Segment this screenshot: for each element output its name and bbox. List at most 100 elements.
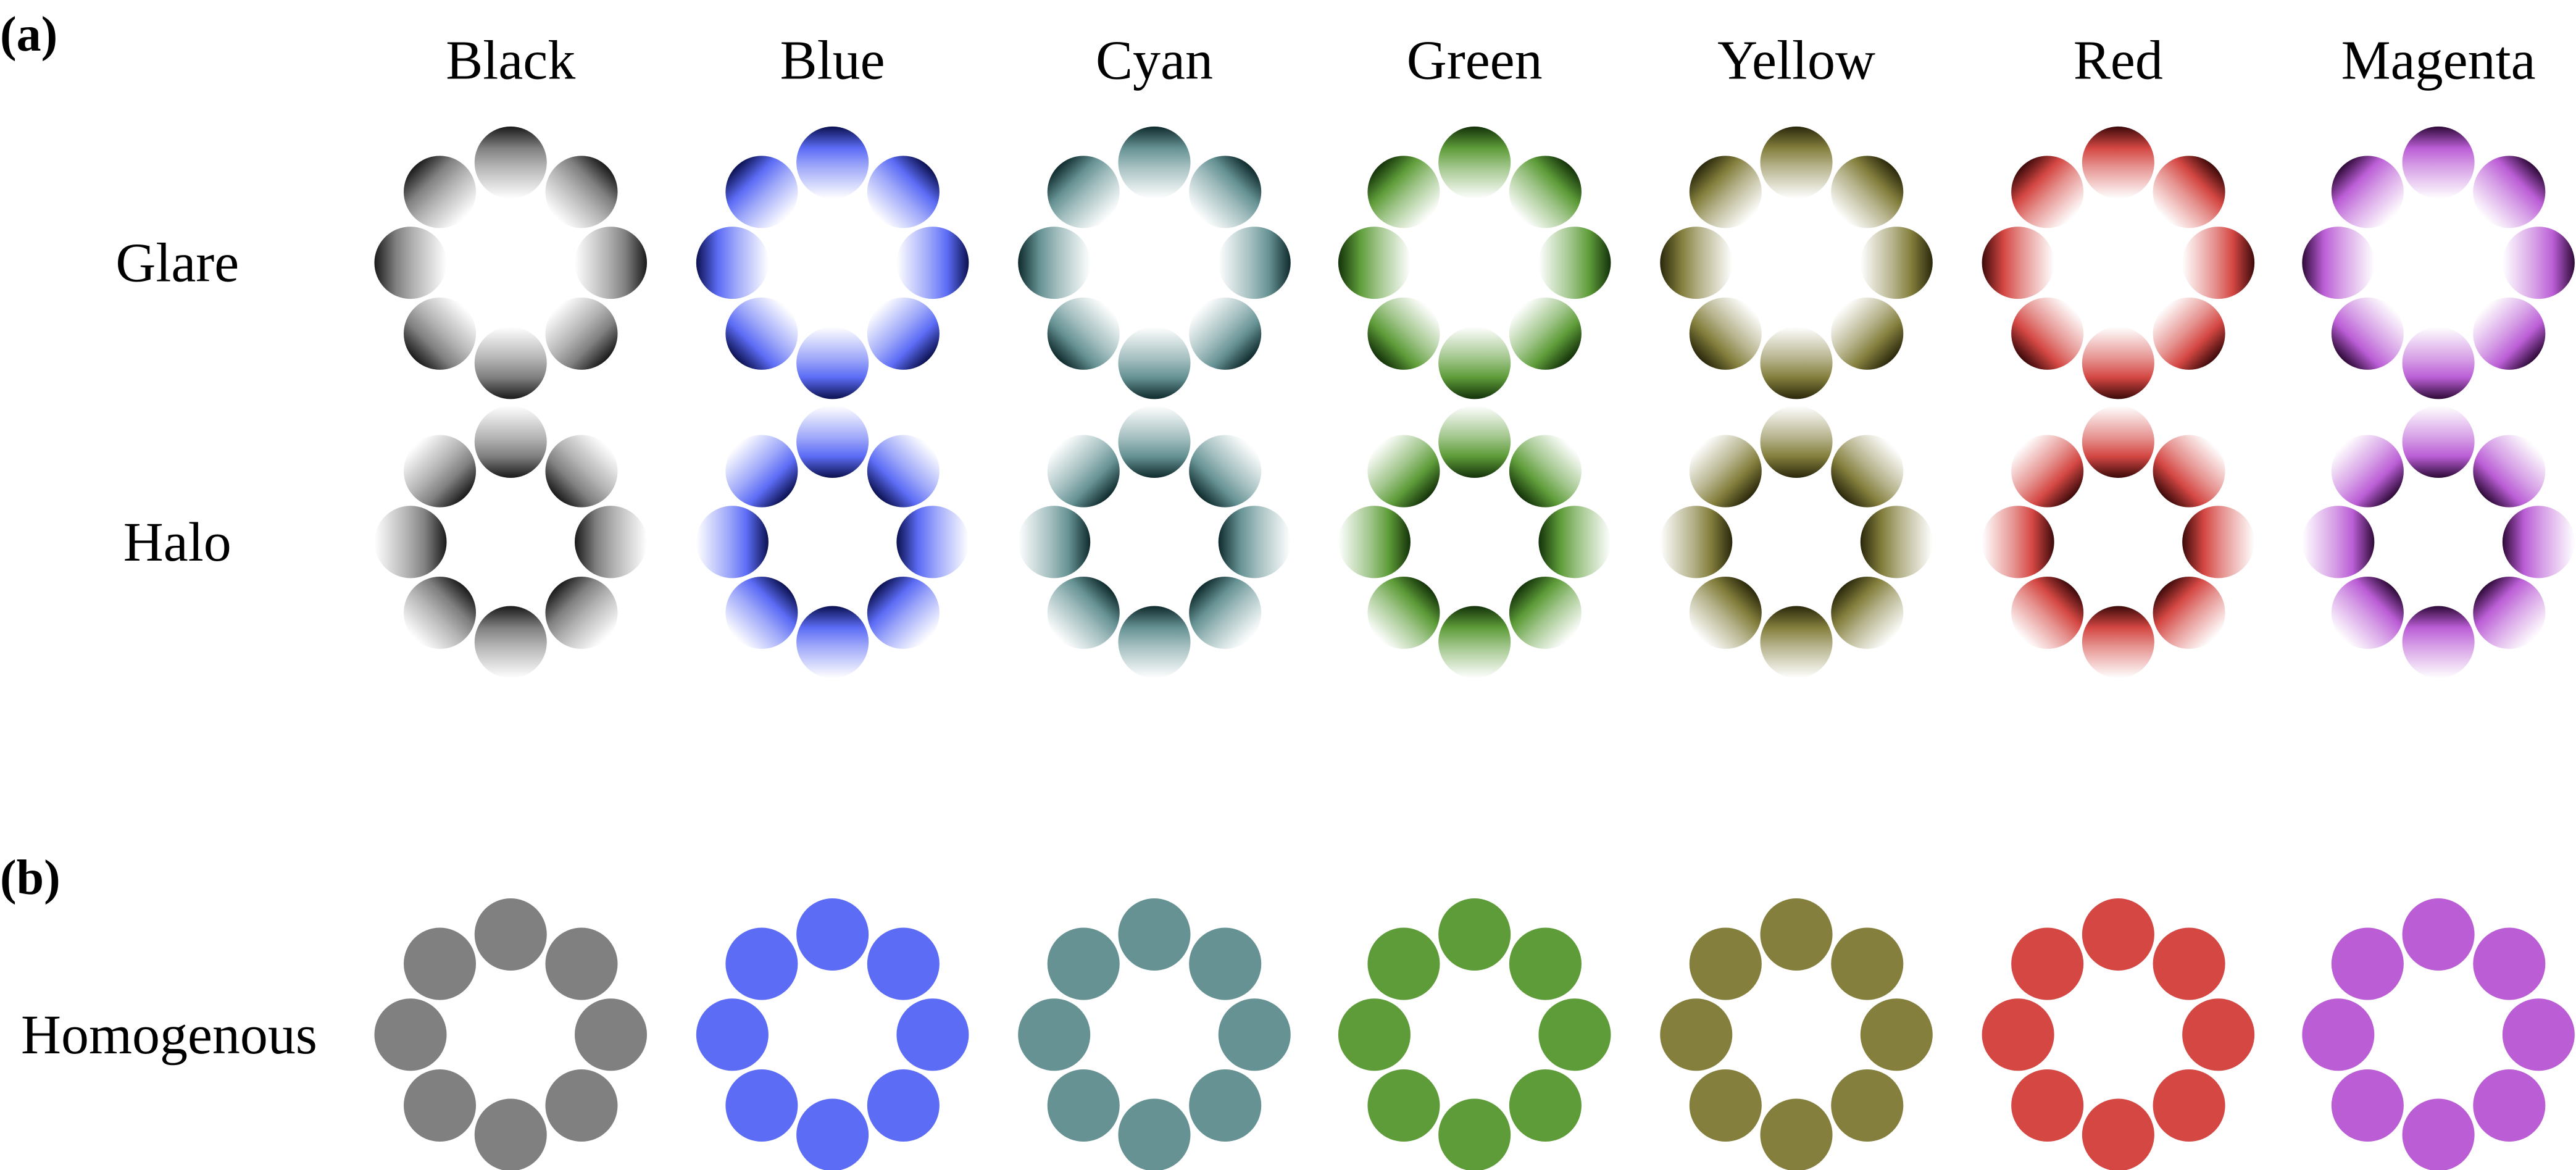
disc [1982, 506, 2054, 578]
row-label-glare: Glare [115, 233, 239, 294]
disc [475, 606, 547, 679]
column-label-green: Green [1407, 30, 1543, 91]
disc [867, 1069, 940, 1142]
disc [725, 928, 798, 1000]
disc [1761, 898, 1833, 971]
disc [1048, 1069, 1120, 1142]
disc [2011, 577, 2083, 649]
color-column-labels: Black Blue Cyan Green Yellow Red Magenta [446, 30, 2535, 91]
disc [404, 156, 476, 228]
disc [2302, 506, 2374, 578]
stimulus-glare-red [1982, 127, 2255, 399]
disc [1118, 898, 1190, 971]
disc [1761, 406, 1833, 478]
disc [1438, 606, 1511, 679]
disc [404, 577, 476, 649]
disc [1538, 998, 1611, 1071]
stimulus-halo-yellow [1660, 406, 1933, 679]
disc [374, 227, 446, 299]
disc [1189, 577, 1261, 649]
disc [1761, 327, 1833, 399]
disc [1048, 435, 1120, 508]
disc [1219, 998, 1291, 1071]
disc [1219, 506, 1291, 578]
disc [575, 998, 647, 1071]
disc [1048, 156, 1120, 228]
disc [1367, 156, 1440, 228]
disc [545, 156, 617, 228]
disc [1690, 928, 1762, 1000]
disc [2011, 298, 2083, 370]
disc [725, 577, 798, 649]
disc [1690, 298, 1762, 370]
disc [696, 506, 769, 578]
disc [796, 898, 869, 971]
disc [404, 1069, 476, 1142]
disc [1509, 298, 1582, 370]
disc [725, 298, 798, 370]
disc [1761, 606, 1833, 679]
disc [2473, 1069, 2545, 1142]
disc [1831, 298, 1903, 370]
stimulus-homogenous-green [1338, 898, 1611, 1170]
stimulus-halo-cyan [1018, 406, 1291, 679]
disc [2403, 606, 2475, 679]
disc [575, 506, 647, 578]
disc [545, 298, 617, 370]
disc [2153, 298, 2225, 370]
disc [1660, 506, 1732, 578]
disc [2153, 156, 2225, 228]
disc [475, 406, 547, 478]
disc [725, 1069, 798, 1142]
stimulus-halo-magenta [2302, 406, 2575, 679]
disc [1660, 227, 1732, 299]
disc [867, 577, 940, 649]
disc [1831, 928, 1903, 1000]
stimulus-halo-black [374, 406, 647, 679]
disc [2473, 156, 2545, 228]
stimulus-homogenous-black [374, 898, 647, 1170]
column-label-black: Black [446, 30, 575, 91]
disc [796, 406, 869, 478]
disc [1338, 506, 1411, 578]
column-label-blue: Blue [780, 30, 885, 91]
disc [475, 898, 547, 971]
disc [1982, 227, 2054, 299]
disc [2473, 577, 2545, 649]
column-label-magenta: Magenta [2341, 30, 2536, 91]
disc [2332, 298, 2404, 370]
disc [1219, 227, 1291, 299]
disc [2011, 156, 2083, 228]
disc [475, 127, 547, 199]
disc [1367, 577, 1440, 649]
disc [1189, 298, 1261, 370]
stimulus-glare-magenta [2302, 127, 2575, 399]
disc [2473, 928, 2545, 1000]
disc [1690, 156, 1762, 228]
disc [2011, 435, 2083, 508]
disc [2182, 227, 2254, 299]
stimulus-glare-blue [696, 127, 969, 399]
disc [2503, 227, 2575, 299]
disc [1509, 577, 1582, 649]
disc [1367, 435, 1440, 508]
disc [1118, 406, 1190, 478]
disc [2011, 928, 2083, 1000]
disc [2332, 435, 2404, 508]
stimulus-homogenous-red [1982, 898, 2255, 1170]
disc [374, 998, 446, 1071]
stimulus-homogenous-magenta [2302, 898, 2575, 1170]
disc [1189, 156, 1261, 228]
disc [1118, 327, 1190, 399]
disc [2182, 506, 2254, 578]
disc [374, 506, 446, 578]
disc [1831, 1069, 1903, 1142]
stimulus-glare-yellow [1660, 127, 1933, 399]
disc [2403, 406, 2475, 478]
disc [1118, 606, 1190, 679]
stimulus-homogenous-blue [696, 898, 969, 1170]
disc [545, 435, 617, 508]
disc [2473, 435, 2545, 508]
disc [1538, 506, 1611, 578]
disc [2473, 298, 2545, 370]
